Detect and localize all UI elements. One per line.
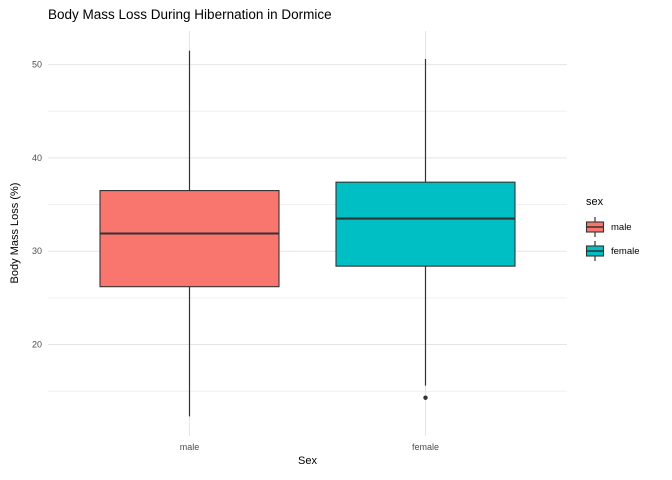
box-female <box>335 181 516 267</box>
y-tick-label: 40 <box>32 153 42 163</box>
x-tick-label-male: male <box>180 442 200 452</box>
y-axis-title: Body Mass Loss (%) <box>9 182 21 284</box>
legend-key-boxplot-icon <box>585 217 605 237</box>
y-tick-label: 30 <box>32 246 42 256</box>
legend-entry-female: female <box>585 239 640 263</box>
y-tick-label: 20 <box>32 340 42 350</box>
chart-title: Body Mass Loss During Hibernation in Dor… <box>48 7 332 22</box>
y-tick-label: 50 <box>32 60 42 70</box>
legend-label: female <box>611 245 640 257</box>
x-axis-title: Sex <box>298 455 317 467</box>
legend-key-boxplot-icon <box>585 241 605 261</box>
x-tick-label-female: female <box>412 442 439 452</box>
legend-entry-male: male <box>585 215 640 239</box>
legend-entries: male female <box>585 215 640 263</box>
box-male <box>99 190 280 288</box>
legend-title: sex <box>586 196 604 208</box>
legend-label: male <box>611 221 632 233</box>
outlier-point-female <box>423 395 428 400</box>
legend: sex male female <box>585 196 640 263</box>
